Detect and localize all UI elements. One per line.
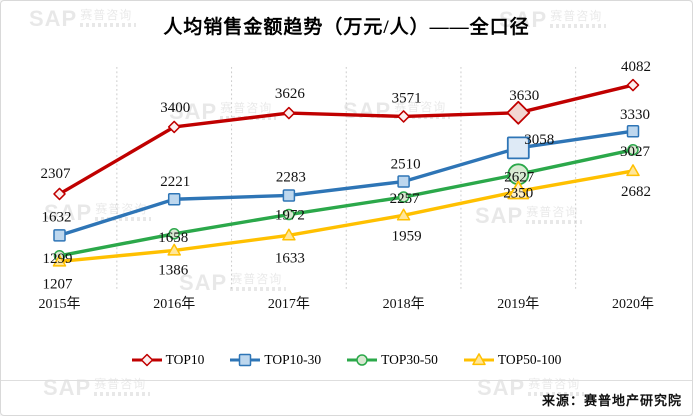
legend-marker-circle-icon [347,354,378,366]
series-line-TOP10-30 [57,129,635,238]
data-point-diamond [282,106,296,120]
data-point-triangle [472,353,486,366]
data-point-diamond [140,353,153,367]
data-point-diamond [167,120,181,134]
data-label: 2627 [504,169,535,185]
data-label: 1658 [158,230,188,246]
x-axis-label: 2015年 [39,296,81,312]
legend-marker-triangle-icon [463,353,494,366]
data-label: 2510 [391,157,421,173]
data-point-circle [168,228,180,240]
data-point-triangle [396,208,411,221]
data-point-square [53,229,66,242]
x-axis-label: 2020年 [612,296,654,312]
legend-marker-square-icon [230,353,261,367]
data-point-triangle [507,180,530,200]
legend-label: TOP50-100 [497,352,562,367]
legend-item-TOP10-30: TOP10-30 [230,352,321,368]
data-label: 2283 [276,169,306,185]
data-label: 4082 [621,59,651,75]
data-label: 2257 [390,191,421,207]
data-point-square [506,136,530,160]
legend-marker-diamond-icon [131,353,162,367]
data-point-circle [356,354,368,366]
legend-label: TOP30-50 [381,352,438,367]
data-label: 2307 [41,166,72,182]
x-axis-label: 2019年 [497,296,539,312]
series-line-TOP50-100 [57,169,635,264]
data-point-square [167,192,181,206]
data-label: 1633 [275,250,305,266]
data-label: 3400 [160,100,190,116]
source-note: 来源：赛普地产研究院 [541,393,682,408]
data-point-triangle [167,243,181,256]
series-line-TOP30-50 [57,148,635,258]
x-axis-label: 2017年 [268,296,310,312]
legend-item-TOP30-50: TOP30-50 [347,352,438,368]
data-point-diamond [506,100,531,125]
data-point-square [282,189,296,202]
data-label: 3027 [620,144,651,160]
data-point-square [239,353,252,367]
data-point-diamond [626,78,640,92]
legend-item-TOP50-100: TOP50-100 [463,352,562,368]
footer-separator [1,380,692,381]
data-label: 2682 [621,184,651,200]
data-point-square [626,124,640,138]
series-line-TOP10 [57,83,635,196]
legend-label: TOP10 [165,352,205,367]
data-label: 3630 [509,88,539,104]
data-label: 1386 [158,262,189,278]
data-point-triangle [52,254,67,267]
data-label: 3571 [392,90,422,106]
legend-item-TOP10: TOP10 [131,352,205,368]
x-axis-label: 2016年 [153,296,195,312]
data-point-diamond [53,187,66,201]
legend: TOP10 TOP10-30 TOP30-50 TOP50-100 [1,352,692,368]
data-label: 3330 [620,107,650,123]
data-label: 1299 [43,251,73,267]
chart-title: 人均销售金额趋势（万元/人）——全口径 [163,17,530,38]
data-point-triangle [626,164,640,177]
data-label: 2221 [160,174,190,190]
data-point-square [397,175,410,188]
legend-label: TOP10-30 [264,352,322,367]
data-point-diamond [397,110,410,123]
data-label: 2350 [503,185,533,201]
data-label: 3626 [275,86,306,102]
data-point-triangle [282,228,296,241]
data-label: 1959 [392,228,422,244]
data-point-circle [627,144,639,156]
x-axis-label: 2018年 [383,296,425,312]
data-label: 1207 [43,276,74,292]
data-label: 1632 [42,209,72,225]
data-point-circle [397,191,410,203]
data-point-circle [283,208,295,221]
data-label: 3058 [524,132,554,148]
data-label: 1972 [275,208,305,224]
